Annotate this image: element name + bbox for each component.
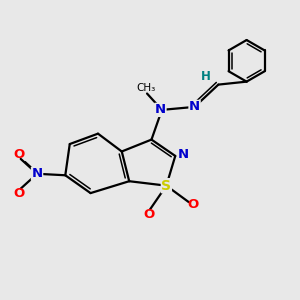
Text: N: N bbox=[178, 148, 189, 161]
Text: O: O bbox=[188, 199, 199, 212]
Text: N: N bbox=[155, 103, 166, 116]
Text: CH₃: CH₃ bbox=[136, 83, 155, 93]
Text: N: N bbox=[32, 167, 43, 180]
Text: H: H bbox=[201, 70, 211, 83]
Text: N: N bbox=[189, 100, 200, 113]
Text: O: O bbox=[14, 148, 25, 161]
Text: O: O bbox=[14, 187, 25, 200]
Text: O: O bbox=[143, 208, 154, 221]
Text: S: S bbox=[161, 179, 171, 193]
